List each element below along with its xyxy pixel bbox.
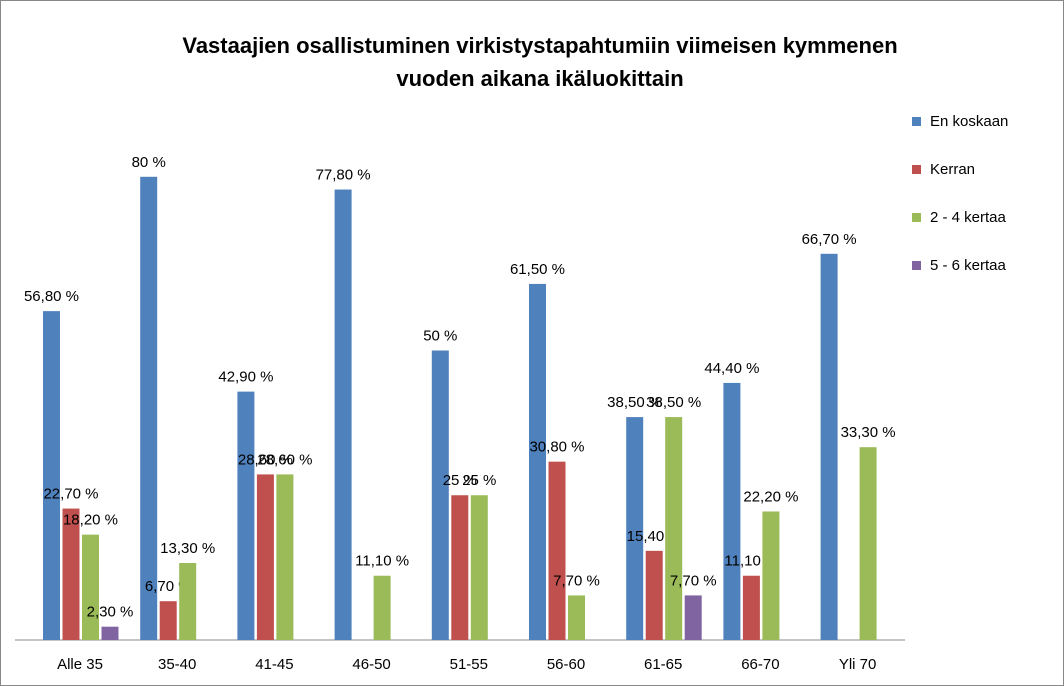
data-label: 25 % — [443, 472, 477, 489]
bar — [684, 595, 702, 640]
bar — [762, 511, 780, 640]
bar — [256, 474, 274, 640]
data-label: 42,90 % — [218, 369, 273, 386]
legend-label: En koskaan — [930, 113, 1008, 130]
bar — [237, 391, 255, 640]
bar — [43, 311, 60, 640]
bar — [645, 550, 663, 640]
bar — [723, 382, 741, 640]
data-label: 61,50 % — [510, 261, 565, 278]
data-label: 56,80 % — [24, 288, 79, 305]
x-tick-label: 35-40 — [158, 656, 196, 673]
bar — [431, 350, 449, 640]
data-label: 30,80 % — [529, 439, 584, 456]
data-label: 80 % — [132, 154, 166, 171]
bar — [548, 461, 566, 640]
data-label: 18,20 % — [63, 512, 118, 529]
legend-label: 5 - 6 kertaa — [930, 257, 1007, 274]
chart-title: vuoden aikana ikäluokittain — [396, 66, 683, 91]
data-label: 38,50 % — [607, 394, 662, 411]
data-label: 7,70 % — [670, 572, 717, 589]
data-label: 22,20 % — [743, 488, 798, 505]
data-label: 13,30 % — [160, 540, 215, 557]
bar — [742, 575, 760, 640]
data-label: 38,50 % — [646, 394, 701, 411]
x-tick-label: 61-65 — [644, 656, 682, 673]
data-label: 22,70 % — [43, 486, 98, 503]
legend-label: Kerran — [930, 161, 975, 178]
data-label: 50 % — [423, 327, 457, 344]
x-tick-label: 66-70 — [741, 656, 779, 673]
data-label: 25 % — [462, 472, 496, 489]
x-tick-label: 46-50 — [352, 656, 390, 673]
bar — [62, 508, 80, 640]
data-label: 44,40 % — [704, 360, 759, 377]
x-tick-label: 41-45 — [255, 656, 293, 673]
x-tick-label: Alle 35 — [57, 656, 103, 673]
legend-swatch — [912, 261, 921, 270]
data-label: 77,80 % — [316, 167, 371, 184]
bar — [859, 447, 877, 640]
bar — [179, 562, 197, 640]
bar — [373, 575, 391, 640]
chart-title: Vastaajien osallistuminen virkistystapah… — [182, 33, 897, 58]
data-label: 7,70 % — [553, 572, 600, 589]
bar — [82, 534, 99, 640]
legend-swatch — [912, 117, 921, 126]
bar — [276, 474, 294, 640]
legend-swatch — [912, 165, 921, 174]
data-label: 33,30 % — [841, 424, 896, 441]
legend-label: 2 - 4 kertaa — [930, 209, 1007, 226]
x-tick-label: Yli 70 — [839, 656, 877, 673]
bar — [101, 626, 119, 640]
legend-swatch — [912, 213, 921, 222]
data-label: 28,60 % — [238, 451, 293, 468]
bar — [140, 176, 158, 641]
data-label: 11,10 % — [355, 553, 409, 570]
x-tick-label: 56-60 — [547, 656, 585, 673]
bar — [159, 601, 177, 640]
bar — [529, 283, 546, 640]
bar — [820, 253, 838, 640]
bar — [451, 495, 469, 640]
data-label: 66,70 % — [802, 231, 857, 248]
bar — [626, 417, 644, 640]
x-tick-label: 51-55 — [450, 656, 488, 673]
bar — [334, 189, 352, 640]
bar — [470, 495, 488, 640]
data-label: 28,60 % — [257, 451, 312, 468]
bar — [568, 595, 585, 640]
data-label: 2,30 % — [87, 604, 134, 621]
bar — [665, 417, 683, 640]
